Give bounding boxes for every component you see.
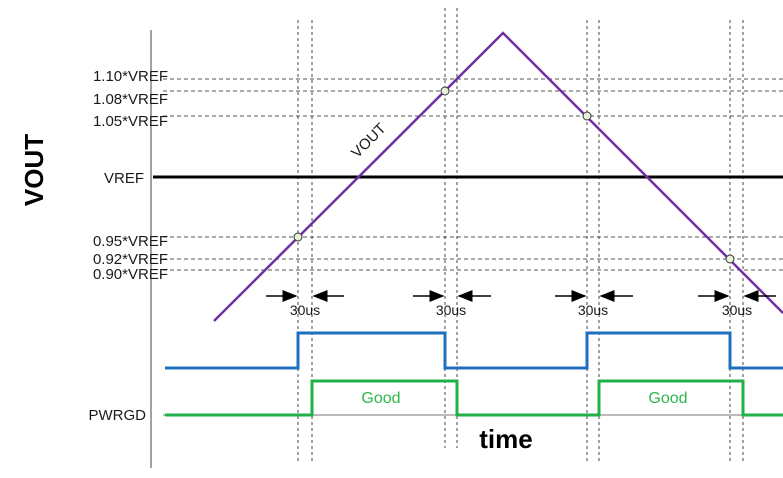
crossing-point: [440, 86, 450, 96]
good-label: Good: [361, 390, 400, 407]
delay-label: 30us: [578, 302, 608, 318]
threshold-label: 0.95*VREF: [93, 233, 168, 250]
crossing-point: [293, 232, 303, 242]
threshold-label: 0.90*VREF: [93, 266, 168, 283]
threshold-lines: [163, 78, 783, 271]
threshold-label: 1.08*VREF: [93, 91, 168, 108]
delay-label: 30us: [722, 302, 752, 318]
pwrgd-label: PWRGD: [89, 407, 147, 424]
pwrgd-waveform: [165, 379, 783, 417]
vout-trace: [213, 31, 783, 322]
vout-trace-label: VOUT: [348, 120, 389, 161]
delay-label: 30us: [436, 302, 466, 318]
threshold-label: 1.05*VREF: [93, 113, 168, 130]
crossing-point: [725, 254, 735, 264]
crossing-point: [582, 111, 592, 121]
comparator-waveform: [165, 331, 783, 370]
threshold-label: 0.92*VREF: [93, 251, 168, 268]
y-axis-title: VOUT: [19, 134, 49, 206]
vref-label: VREF: [104, 170, 144, 187]
threshold-label: 1.10*VREF: [93, 68, 168, 85]
good-label: Good: [648, 390, 687, 407]
crossing-points: [293, 86, 735, 264]
delay-label: 30us: [290, 302, 320, 318]
x-axis-title: time: [479, 424, 532, 454]
